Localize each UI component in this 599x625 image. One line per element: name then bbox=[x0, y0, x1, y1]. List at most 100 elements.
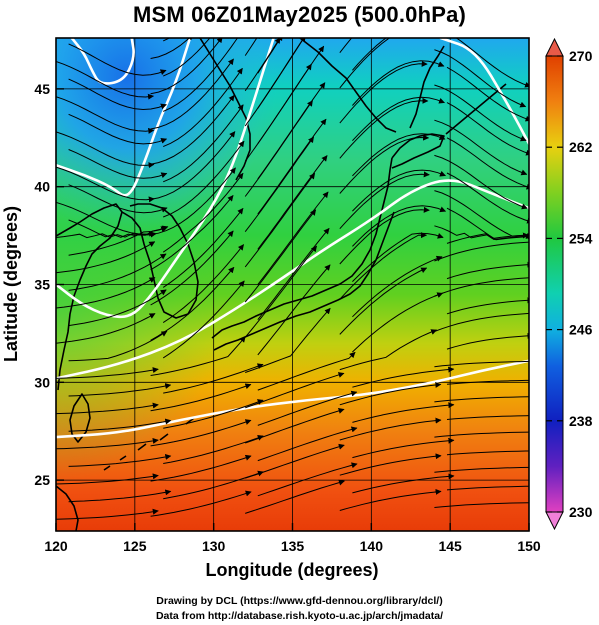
streamline bbox=[339, 488, 442, 511]
streamline bbox=[162, 67, 243, 148]
y-tick-label: 45 bbox=[34, 81, 50, 97]
streamline bbox=[339, 453, 442, 476]
streamline bbox=[339, 206, 430, 265]
streamline bbox=[446, 483, 529, 491]
streamline bbox=[163, 399, 264, 429]
streamline bbox=[56, 508, 159, 520]
streamline bbox=[339, 381, 442, 406]
streamline bbox=[162, 207, 244, 288]
streamline bbox=[446, 207, 529, 241]
streamline bbox=[434, 241, 529, 262]
streamline bbox=[434, 312, 529, 332]
streamline bbox=[162, 38, 179, 42]
streamline bbox=[163, 363, 264, 394]
streamline bbox=[68, 184, 168, 214]
streamline bbox=[434, 502, 529, 508]
streamline bbox=[150, 38, 194, 59]
streamline bbox=[257, 227, 330, 321]
streamline bbox=[244, 136, 315, 233]
streamline bbox=[244, 245, 317, 338]
streamline bbox=[162, 38, 215, 77]
streamline bbox=[257, 390, 358, 426]
credits: Drawing by DCL (https://www.gfd-dennou.o… bbox=[0, 594, 599, 624]
streamline bbox=[245, 407, 345, 444]
contour-line-246 bbox=[70, 38, 135, 85]
streamline bbox=[150, 336, 246, 376]
colorbar-tick-label: 230 bbox=[569, 504, 593, 520]
contour-line-250 bbox=[56, 38, 192, 197]
x-tick-label: 150 bbox=[517, 538, 541, 554]
colorbar-tick-label: 246 bbox=[569, 322, 593, 338]
streamline bbox=[257, 426, 358, 462]
streamline bbox=[434, 396, 529, 403]
streamline bbox=[455, 38, 529, 88]
streamline bbox=[68, 43, 167, 76]
coastline-china bbox=[56, 203, 123, 391]
streamline bbox=[162, 38, 242, 112]
streamline bbox=[257, 82, 326, 180]
streamline bbox=[150, 230, 234, 306]
streamline bbox=[68, 383, 172, 397]
streamline bbox=[56, 367, 159, 379]
plot-area bbox=[56, 38, 529, 531]
coastline-japan bbox=[211, 157, 393, 339]
streamline bbox=[68, 330, 168, 362]
contour-lines bbox=[56, 38, 529, 439]
streamline bbox=[446, 447, 529, 456]
streamline bbox=[446, 66, 529, 122]
x-tick-label: 125 bbox=[123, 538, 147, 554]
streamline bbox=[56, 201, 155, 237]
colorbar-max-arrow bbox=[545, 37, 564, 57]
streamline bbox=[56, 313, 156, 344]
streamline bbox=[150, 266, 235, 341]
streamline bbox=[434, 277, 529, 297]
streamline bbox=[162, 244, 244, 324]
streamline bbox=[434, 360, 529, 368]
streamline bbox=[162, 280, 245, 359]
wind-streamlines bbox=[56, 38, 529, 520]
streamline bbox=[150, 94, 235, 165]
streamline bbox=[150, 383, 252, 412]
streamline bbox=[56, 437, 159, 450]
contour-line-262 bbox=[56, 359, 529, 439]
streamline bbox=[68, 149, 168, 179]
y-tick-label: 30 bbox=[34, 374, 50, 390]
x-axis-label: Longitude (degrees) bbox=[205, 560, 378, 580]
contour-line-258 bbox=[56, 179, 529, 380]
weather-map: 120 125 130 135 140 145 150 25 30 35 40 45 Longitu… bbox=[1, 37, 593, 580]
streamline bbox=[434, 84, 527, 142]
streamline bbox=[245, 372, 345, 409]
colorbar-tick-label: 262 bbox=[569, 139, 593, 155]
credit-line-2: Data from http://database.rish.kyoto-u.a… bbox=[155, 610, 444, 622]
streamline bbox=[56, 61, 154, 100]
colorbar-tick-label: 270 bbox=[569, 48, 593, 64]
streamline bbox=[352, 402, 455, 423]
streamline bbox=[162, 172, 244, 253]
streamline bbox=[339, 134, 430, 194]
streamline bbox=[68, 289, 167, 327]
streamline bbox=[56, 473, 159, 485]
streamline bbox=[352, 96, 445, 142]
streamline bbox=[245, 443, 345, 479]
y-tick-label: 40 bbox=[34, 179, 50, 195]
contour-line-254 bbox=[56, 38, 275, 319]
streamline bbox=[150, 419, 252, 447]
streamline bbox=[244, 209, 317, 303]
streamline bbox=[352, 232, 444, 282]
streamline bbox=[68, 78, 167, 111]
streamline bbox=[68, 113, 168, 145]
streamline bbox=[245, 307, 331, 373]
streamline bbox=[352, 205, 447, 247]
streamline bbox=[434, 431, 529, 438]
x-tick-label: 145 bbox=[438, 538, 462, 554]
streamline bbox=[339, 38, 391, 89]
streamline bbox=[257, 38, 283, 74]
streamline bbox=[150, 131, 236, 200]
streamline bbox=[446, 102, 529, 156]
streamline bbox=[257, 191, 329, 285]
streamline bbox=[352, 169, 446, 212]
streamline bbox=[434, 190, 529, 239]
streamline bbox=[163, 104, 244, 183]
streamline bbox=[68, 454, 172, 467]
streamline bbox=[150, 195, 234, 271]
